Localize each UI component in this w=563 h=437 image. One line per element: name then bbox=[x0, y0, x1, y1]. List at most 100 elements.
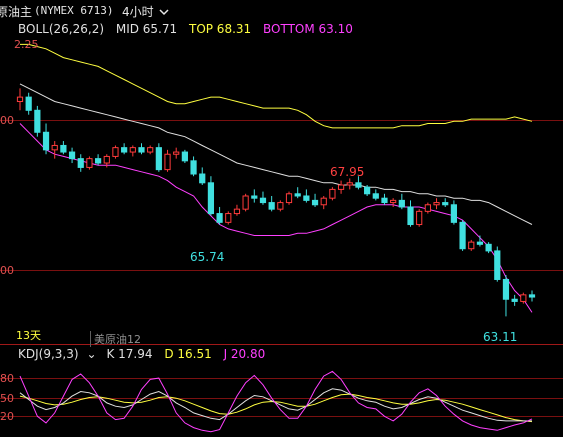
price-grid-line bbox=[0, 270, 563, 271]
boll-legend: BOLL(26,26,2) MID 65.71 TOP 68.31 BOTTOM… bbox=[18, 22, 361, 36]
price-grid-line bbox=[0, 120, 563, 121]
candlestick bbox=[251, 189, 258, 203]
kdj-legend: KDJ(9,3,3) ⌄ K 17.94 D 16.51 J 20.80 bbox=[18, 347, 273, 361]
candlestick bbox=[364, 185, 371, 196]
candlestick bbox=[173, 147, 180, 159]
candlestick bbox=[94, 154, 102, 166]
kdj-axis-label: 50 bbox=[0, 392, 14, 405]
candlestick bbox=[381, 193, 388, 205]
candlestick bbox=[355, 176, 362, 190]
candlestick bbox=[60, 141, 67, 155]
boll-label: BOLL(26,26,2) bbox=[18, 22, 105, 36]
candle-body bbox=[112, 147, 119, 157]
candle-body bbox=[94, 158, 102, 164]
candlestick bbox=[68, 147, 76, 164]
candle-body bbox=[16, 96, 24, 103]
kdj-grid-line bbox=[0, 398, 563, 399]
candlestick bbox=[450, 200, 458, 225]
candle-body bbox=[311, 199, 319, 206]
low-annotation: 65.74 bbox=[190, 250, 225, 264]
kdj-grid-line bbox=[0, 416, 563, 417]
candle-body bbox=[528, 294, 536, 298]
kdj-j-line bbox=[19, 370, 533, 433]
candle-body bbox=[129, 147, 136, 153]
candle-body bbox=[190, 160, 197, 175]
instrument-symbol: (NYMEX 6713) bbox=[34, 4, 114, 17]
candlestick bbox=[528, 290, 536, 302]
kdj-d-value: D 16.51 bbox=[164, 347, 212, 361]
kdj-label: KDJ(9,3,3) bbox=[18, 347, 79, 361]
price-axis-label: 00 bbox=[0, 114, 14, 127]
candlestick bbox=[277, 200, 284, 212]
price-chart[interactable] bbox=[0, 0, 563, 344]
candlestick bbox=[199, 167, 206, 185]
candlestick bbox=[42, 123, 50, 155]
boll-top-value: TOP 68.31 bbox=[188, 22, 252, 36]
candlestick bbox=[181, 149, 188, 164]
candlestick bbox=[259, 191, 267, 205]
high-annotation: 67.95 bbox=[330, 165, 365, 179]
kdj-grid-line bbox=[0, 378, 563, 379]
candle-body bbox=[259, 197, 267, 204]
candle-body bbox=[242, 195, 249, 210]
candle-body bbox=[416, 210, 423, 226]
price-axis-label: 00 bbox=[0, 264, 14, 277]
candlestick bbox=[329, 187, 336, 201]
kdj-axis-label: 80 bbox=[0, 372, 14, 385]
candle-body bbox=[207, 182, 215, 215]
candle-body bbox=[337, 184, 345, 190]
instrument-name: 原油主 bbox=[0, 5, 33, 19]
candlestick bbox=[86, 156, 93, 170]
candlestick bbox=[190, 156, 197, 177]
timeframe-label: 4小时 bbox=[122, 5, 154, 19]
candlestick bbox=[225, 211, 232, 225]
candle-body bbox=[355, 182, 362, 188]
candlestick bbox=[442, 198, 449, 207]
candlestick bbox=[285, 191, 293, 205]
candle-body bbox=[138, 147, 145, 153]
candlestick bbox=[294, 187, 301, 199]
candlestick bbox=[34, 105, 41, 137]
candle-body bbox=[294, 193, 301, 197]
candle-body bbox=[34, 109, 41, 133]
candle-body bbox=[68, 151, 76, 160]
panel-divider bbox=[0, 344, 563, 345]
candlestick bbox=[346, 178, 353, 190]
candlestick bbox=[155, 143, 162, 172]
chart-title-bar: 原油主 (NYMEX 6713) 4小时 bbox=[0, 0, 563, 20]
candlestick bbox=[520, 292, 527, 304]
candle-body bbox=[372, 193, 379, 199]
price-axis-top: 2.25 bbox=[14, 38, 39, 51]
candle-body bbox=[476, 241, 484, 245]
candle-body bbox=[103, 155, 110, 164]
timeframe-selector[interactable]: 4小时 bbox=[122, 3, 169, 20]
candle-body bbox=[155, 147, 162, 171]
candle-body bbox=[285, 193, 293, 204]
candlestick bbox=[494, 246, 501, 282]
boll-top-line bbox=[20, 43, 533, 129]
candlestick bbox=[233, 204, 241, 216]
candle-body bbox=[268, 202, 275, 210]
candlestick bbox=[416, 209, 423, 227]
candlestick bbox=[138, 143, 145, 155]
boll-mid-value: MID 65.71 bbox=[115, 22, 178, 36]
candlestick bbox=[121, 143, 128, 155]
candlestick bbox=[407, 200, 414, 227]
candle-body bbox=[468, 241, 475, 250]
candle-body bbox=[216, 213, 223, 223]
candle-body bbox=[502, 278, 510, 300]
candlestick bbox=[147, 145, 154, 155]
candlestick bbox=[502, 275, 510, 317]
candle-body bbox=[277, 202, 284, 210]
chevron-down-icon[interactable]: ⌄ bbox=[86, 347, 97, 361]
candle-body bbox=[346, 182, 353, 186]
candle-body bbox=[433, 202, 440, 206]
contract-label: 美原油12 bbox=[90, 331, 141, 347]
candlestick bbox=[337, 180, 345, 194]
candlestick bbox=[424, 202, 431, 214]
candle-body bbox=[77, 158, 84, 168]
chevron-down-icon bbox=[154, 5, 170, 19]
candlestick bbox=[303, 189, 310, 203]
candlestick bbox=[216, 206, 223, 225]
candle-body bbox=[364, 186, 371, 195]
